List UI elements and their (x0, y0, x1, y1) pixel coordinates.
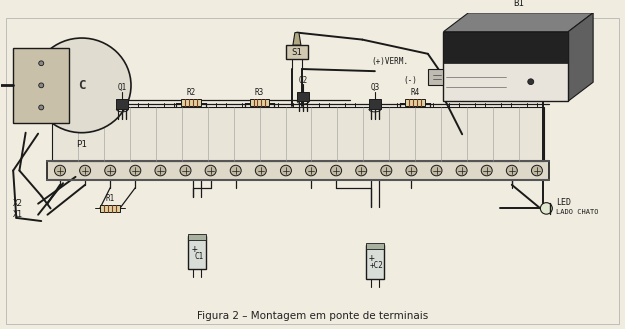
Text: X1: X1 (13, 210, 23, 219)
Text: LADO CHATO: LADO CHATO (556, 209, 599, 215)
Circle shape (54, 165, 66, 176)
Bar (52, 108, 544, 161)
Circle shape (39, 61, 44, 66)
Text: Figura 2 – Montagem em ponte de terminais: Figura 2 – Montagem em ponte de terminai… (197, 311, 428, 321)
Text: Q3: Q3 (370, 84, 379, 92)
Bar (444, 32, 568, 63)
Bar (48, 161, 549, 180)
Text: S1: S1 (291, 48, 302, 57)
Circle shape (406, 165, 417, 176)
Bar (181, 99, 201, 106)
Circle shape (431, 165, 442, 176)
Circle shape (105, 165, 116, 176)
Bar (444, 32, 568, 101)
Text: R2: R2 (186, 88, 196, 97)
Circle shape (381, 165, 392, 176)
Bar (286, 45, 308, 60)
Circle shape (39, 105, 44, 110)
Text: +: + (369, 253, 375, 263)
Polygon shape (568, 13, 593, 101)
Text: Q2: Q2 (299, 76, 308, 85)
Text: X2: X2 (13, 199, 23, 208)
Text: (-): (-) (403, 76, 417, 85)
Circle shape (331, 165, 342, 176)
Circle shape (306, 165, 316, 176)
Text: R4: R4 (411, 88, 420, 97)
Circle shape (180, 165, 191, 176)
Bar (369, 99, 381, 109)
Circle shape (481, 165, 492, 176)
Text: C: C (78, 79, 86, 92)
Circle shape (32, 38, 131, 133)
Circle shape (39, 83, 44, 88)
Circle shape (230, 165, 241, 176)
Circle shape (155, 165, 166, 176)
Polygon shape (444, 13, 593, 32)
Bar (100, 205, 120, 212)
Bar (366, 243, 384, 249)
Circle shape (506, 165, 518, 176)
Bar (188, 234, 206, 240)
Text: LED: LED (556, 198, 571, 207)
Circle shape (205, 165, 216, 176)
Circle shape (528, 79, 534, 85)
Bar (406, 99, 426, 106)
Text: Q1: Q1 (118, 84, 127, 92)
Bar (366, 245, 384, 279)
Bar (188, 236, 206, 269)
Circle shape (256, 165, 266, 176)
Circle shape (281, 165, 291, 176)
Text: +: + (191, 244, 197, 254)
Text: C1: C1 (194, 252, 204, 261)
Circle shape (531, 165, 542, 176)
Polygon shape (293, 33, 301, 45)
Circle shape (130, 165, 141, 176)
Bar (249, 99, 269, 106)
Bar (297, 91, 309, 101)
Circle shape (79, 165, 91, 176)
Text: +C2: +C2 (370, 261, 384, 270)
Bar (116, 99, 128, 109)
Text: R1: R1 (105, 194, 114, 203)
Text: B1: B1 (513, 0, 524, 8)
Text: (+)VERM.: (+)VERM. (372, 57, 409, 66)
Circle shape (356, 165, 367, 176)
Circle shape (456, 165, 467, 176)
Bar (13, 47, 69, 123)
Bar (429, 69, 444, 85)
Text: P1: P1 (76, 140, 87, 149)
Text: R3: R3 (255, 88, 264, 97)
Circle shape (541, 203, 552, 214)
